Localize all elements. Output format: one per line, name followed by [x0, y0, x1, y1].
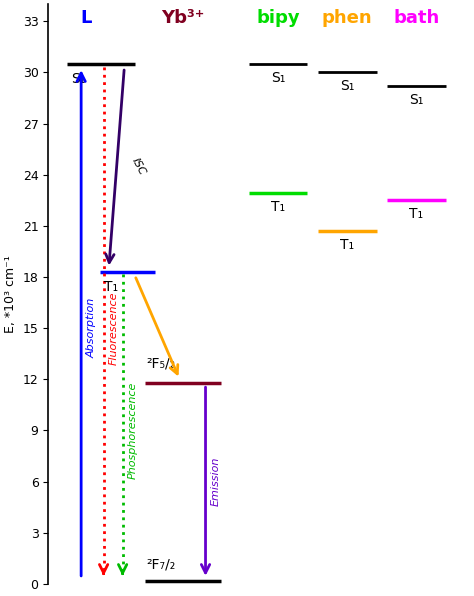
- Y-axis label: E, *10³ cm⁻¹: E, *10³ cm⁻¹: [4, 255, 17, 333]
- Text: S₁: S₁: [340, 79, 355, 93]
- Text: bipy: bipy: [256, 9, 300, 27]
- Text: Phosphorescence: Phosphorescence: [128, 381, 138, 479]
- Text: T₁: T₁: [104, 280, 118, 294]
- Text: S₁: S₁: [271, 71, 285, 85]
- Text: phen: phen: [322, 9, 373, 27]
- Text: L: L: [81, 9, 92, 27]
- Text: T₁: T₁: [409, 207, 423, 221]
- Text: ²F₇/₂: ²F₇/₂: [147, 558, 176, 572]
- Text: ISC: ISC: [129, 156, 147, 176]
- Text: S₁: S₁: [71, 72, 85, 86]
- Text: bath: bath: [393, 9, 439, 27]
- Text: T₁: T₁: [340, 238, 354, 252]
- Text: ²F₅/₂: ²F₅/₂: [147, 357, 176, 371]
- Text: S₁: S₁: [409, 93, 423, 107]
- Text: Emission: Emission: [211, 457, 221, 506]
- Text: Fluorescence: Fluorescence: [109, 291, 119, 365]
- Text: Absorption: Absorption: [86, 298, 96, 358]
- Text: Yb³⁺: Yb³⁺: [161, 9, 205, 27]
- Text: T₁: T₁: [271, 200, 285, 214]
